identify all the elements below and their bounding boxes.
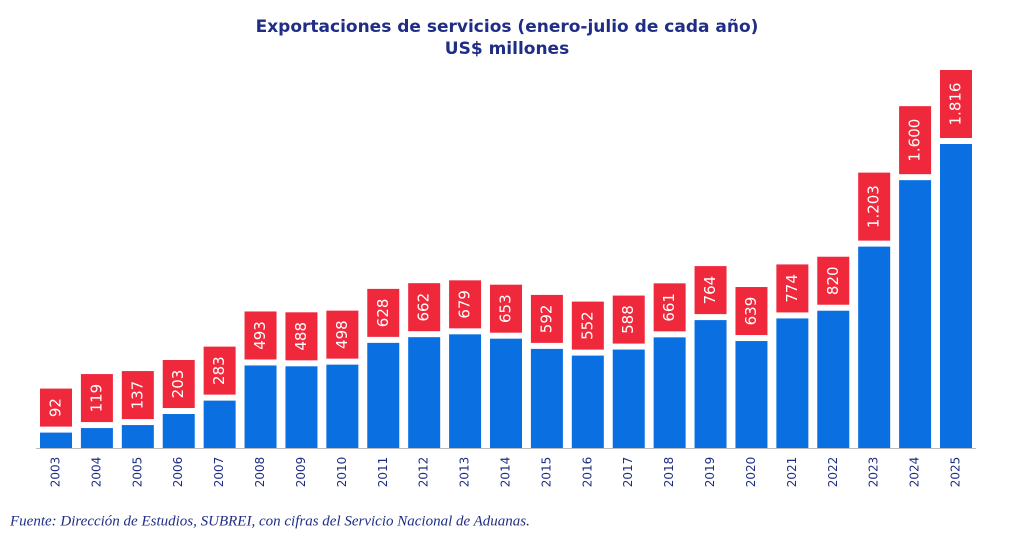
value-label: 1.600 — [906, 119, 924, 162]
value-label: 592 — [537, 305, 555, 334]
value-label: 137 — [128, 381, 146, 410]
bar — [653, 337, 686, 448]
label-box — [653, 283, 686, 332]
bar — [612, 349, 645, 448]
bar — [285, 366, 318, 448]
label-box — [776, 264, 809, 313]
bar — [203, 400, 236, 448]
value-label: 639 — [742, 297, 760, 326]
label-box — [203, 346, 236, 395]
value-label: 203 — [169, 370, 187, 399]
label-box — [612, 295, 645, 344]
bar — [40, 432, 72, 448]
bar — [735, 341, 768, 448]
x-tick-label: 2005 — [130, 457, 144, 488]
bar — [817, 310, 850, 448]
bar — [858, 246, 891, 448]
value-label: 493 — [251, 321, 269, 350]
value-label: 1.203 — [865, 185, 883, 228]
x-tick-label: 2009 — [294, 457, 308, 488]
x-tick-label: 2019 — [703, 457, 717, 488]
x-tick-label: 2007 — [212, 457, 226, 488]
x-tick-label: 2003 — [49, 457, 63, 488]
value-label: 653 — [497, 294, 515, 323]
label-box — [121, 371, 154, 420]
bar — [408, 337, 441, 448]
x-tick-label: 2013 — [458, 457, 472, 488]
bar — [244, 365, 277, 448]
bar — [571, 355, 604, 448]
label-box — [244, 311, 277, 360]
chart-subtitle: US$ millones — [445, 39, 569, 59]
source-note: Fuente: Dirección de Estudios, SUBREI, c… — [9, 513, 530, 529]
bar — [490, 338, 522, 448]
label-box — [940, 70, 972, 138]
label-box — [694, 266, 727, 315]
label-box — [162, 360, 195, 409]
value-label: 283 — [210, 356, 228, 385]
x-tick-label: 2016 — [580, 457, 594, 488]
bar — [121, 425, 154, 448]
bar — [899, 180, 932, 449]
value-label: 1.816 — [947, 83, 965, 126]
label-box — [571, 301, 604, 350]
value-label: 588 — [619, 305, 637, 334]
label-box — [490, 284, 522, 333]
label-box — [858, 172, 891, 241]
value-label: 661 — [660, 293, 678, 322]
x-tick-label: 2020 — [744, 457, 758, 488]
bar — [776, 318, 809, 448]
bar — [162, 414, 195, 448]
x-tick-label: 2023 — [867, 457, 881, 488]
x-tick-label: 2014 — [499, 457, 513, 488]
bar — [80, 428, 113, 448]
bar — [530, 348, 563, 448]
x-tick-label: 2008 — [253, 457, 267, 488]
value-label: 628 — [374, 299, 392, 328]
value-label: 498 — [333, 320, 351, 349]
value-label: 662 — [415, 293, 433, 322]
x-tick-label: 2018 — [662, 457, 676, 488]
label-box — [285, 312, 318, 361]
x-tick-label: 2017 — [621, 457, 635, 488]
x-tick-label: 2006 — [171, 457, 185, 488]
bar — [940, 144, 972, 448]
bar — [694, 320, 727, 448]
label-box — [326, 310, 359, 359]
x-tick-label: 2004 — [89, 457, 103, 488]
x-tick-label: 2021 — [785, 457, 799, 488]
label-box — [735, 287, 768, 336]
value-label: 92 — [47, 398, 65, 417]
value-label: 488 — [292, 322, 310, 351]
value-label: 679 — [456, 290, 474, 319]
x-tick-label: 2025 — [949, 457, 963, 488]
x-tick-label: 2022 — [826, 457, 840, 488]
value-label: 552 — [578, 311, 596, 340]
bar — [326, 364, 359, 448]
chart-title: Exportaciones de servicios (enero-julio … — [256, 17, 759, 37]
value-label: 764 — [701, 276, 719, 305]
value-label: 820 — [824, 266, 842, 295]
x-tick-label: 2024 — [908, 457, 922, 488]
bar — [367, 342, 400, 448]
label-box — [408, 283, 441, 332]
label-box — [530, 294, 563, 343]
x-tick-label: 2015 — [539, 457, 553, 488]
bar — [449, 334, 482, 448]
value-label: 119 — [87, 384, 105, 413]
x-tick-label: 2011 — [376, 457, 390, 488]
label-box — [899, 106, 932, 175]
label-box — [817, 256, 850, 305]
label-box — [367, 288, 400, 337]
x-tick-label: 2010 — [335, 457, 349, 488]
label-box — [80, 374, 113, 423]
value-label: 774 — [783, 274, 801, 303]
x-tick-label: 2012 — [417, 457, 431, 488]
label-box — [449, 280, 482, 329]
label-box — [40, 388, 72, 427]
